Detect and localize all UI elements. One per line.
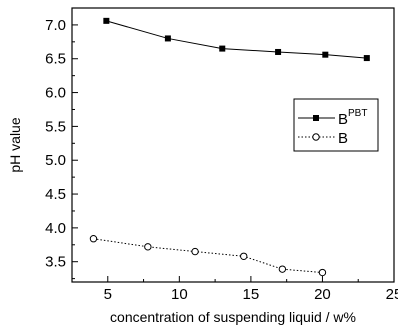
x-axis-title: concentration of suspending liquid / w% (110, 309, 356, 325)
data-point-series-2 (240, 252, 248, 260)
y-axis-title: pH value (7, 117, 23, 172)
data-point-series-2 (191, 247, 199, 256)
data-point-series-1 (164, 35, 171, 42)
y-tick-label: 3.5 (45, 254, 66, 271)
y-tick-label: 6.0 (45, 85, 66, 102)
legend-box (293, 98, 379, 152)
series-layer (89, 17, 370, 277)
series-line-1 (106, 20, 367, 59)
legend-label-series-2: B (338, 130, 348, 147)
x-tick-label: 25 (386, 286, 398, 303)
series-line-2 (93, 238, 323, 274)
data-point-series-2 (278, 265, 287, 273)
x-tick-label: 20 (314, 286, 331, 303)
x-tick-label: 5 (104, 286, 112, 303)
legend-label-series-1: BPBT (338, 108, 367, 128)
data-point-series-1 (275, 48, 282, 55)
legend-marker-series-2 (312, 133, 320, 141)
data-point-series-2 (144, 243, 152, 251)
data-point-series-1 (322, 51, 329, 58)
data-point-series-2 (318, 268, 327, 277)
data-point-series-1 (363, 55, 370, 62)
data-point-series-2 (89, 235, 98, 243)
y-axis-ticks: 3.5 4.0 4.5 5.0 5.5 6.0 6.5 7.0 (45, 7, 78, 280)
x-tick-label: 15 (243, 286, 260, 303)
plot-frame (71, 7, 395, 283)
data-point-series-1 (219, 45, 226, 52)
y-tick-label: 4.0 (45, 220, 66, 237)
y-tick-label: 4.5 (45, 186, 66, 203)
axes (71, 7, 395, 283)
y-tick-label: 5.5 (45, 118, 66, 135)
data-point-series-1 (103, 17, 110, 24)
legend-marker-series-1 (313, 115, 319, 121)
y-tick-label: 6.5 (45, 51, 66, 68)
y-tick-label: 5.0 (45, 152, 66, 169)
x-tick-label: 10 (171, 286, 188, 303)
legend: BPBT B (293, 98, 379, 152)
x-axis-ticks: 5 10 15 20 25 (71, 276, 398, 303)
y-tick-label: 7.0 (45, 17, 66, 34)
